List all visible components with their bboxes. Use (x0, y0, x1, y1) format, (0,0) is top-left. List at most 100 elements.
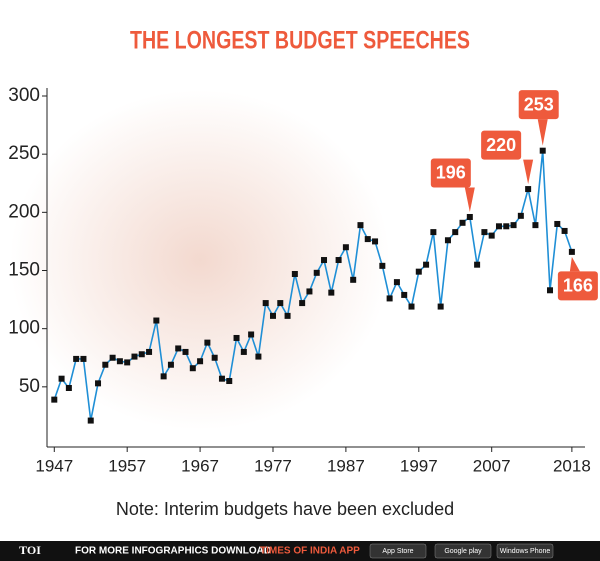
point (58, 375, 65, 382)
point (444, 237, 451, 244)
point (415, 268, 422, 275)
point (568, 248, 575, 255)
point (408, 303, 415, 310)
point (65, 384, 72, 391)
point (561, 227, 568, 234)
point (466, 213, 473, 220)
point (226, 378, 233, 385)
point (503, 223, 510, 230)
point (284, 312, 291, 319)
point (138, 351, 145, 358)
point (342, 244, 349, 251)
point (474, 261, 481, 268)
point (539, 147, 546, 154)
point (248, 331, 255, 338)
background-art (10, 90, 390, 430)
point (197, 358, 204, 365)
store-badge (496, 543, 554, 559)
point (372, 238, 379, 245)
point (175, 345, 182, 352)
callout-box (557, 271, 598, 301)
point (73, 355, 80, 362)
x-tick-label: 1957 (108, 456, 146, 475)
store-badge-label: Windows Phone (500, 548, 551, 555)
x-tick-label: 1997 (400, 456, 438, 475)
point (495, 223, 502, 230)
point (306, 288, 313, 295)
point (386, 295, 393, 302)
x-tick-label: 1967 (181, 456, 219, 475)
point (182, 348, 189, 355)
callout-pointer (464, 187, 475, 212)
point (510, 222, 517, 229)
footer-brand: TOI (19, 543, 41, 557)
point (211, 354, 218, 361)
point (379, 262, 386, 269)
point (233, 334, 240, 341)
data-label: 166 (563, 276, 593, 296)
chart-title: THE LONGEST BUDGET SPEECHES (130, 27, 470, 55)
point (459, 219, 466, 226)
point (269, 312, 276, 319)
callout: 196 (430, 158, 475, 212)
callout-box (430, 158, 471, 188)
point (131, 353, 138, 360)
point (124, 359, 131, 366)
point (240, 348, 247, 355)
y-tick-label: 100 (8, 318, 40, 339)
data-label: 253 (524, 94, 554, 114)
point (87, 417, 94, 424)
point (299, 300, 306, 307)
point (547, 287, 554, 294)
point (328, 289, 335, 296)
x-tick-label: 2018 (553, 456, 591, 475)
store-badge-label: Google play (444, 548, 482, 555)
point (160, 373, 167, 380)
point (554, 220, 561, 227)
callout: 253 (518, 90, 559, 146)
point (291, 270, 298, 277)
data-label: 220 (486, 135, 516, 155)
callout-pointer (537, 119, 548, 146)
x-tick-label: 1977 (254, 456, 292, 475)
point (218, 375, 225, 382)
point (80, 355, 87, 362)
y-tick-label: 300 (8, 85, 40, 106)
y-tick-label: 50 (19, 376, 40, 397)
callout-pointer (523, 159, 534, 185)
point (116, 358, 123, 365)
point (437, 303, 444, 310)
point (401, 291, 408, 298)
callout: 166 (557, 256, 598, 301)
point (321, 257, 328, 264)
point (393, 279, 400, 286)
x-tick-label: 1947 (35, 456, 73, 475)
point (109, 354, 116, 361)
point (153, 317, 160, 324)
callout-box (518, 90, 559, 120)
point (452, 229, 459, 236)
point (430, 229, 437, 236)
point (262, 300, 269, 307)
point (313, 269, 320, 276)
y-tick-label: 150 (8, 260, 40, 281)
store-badge (434, 543, 492, 559)
point (532, 222, 539, 229)
point (255, 353, 262, 360)
point (335, 257, 342, 264)
point (481, 229, 488, 236)
point (357, 222, 364, 229)
point (517, 212, 524, 219)
point (423, 261, 430, 268)
callout: 220 (481, 130, 534, 185)
data-label: 196 (436, 163, 466, 183)
callout-box (481, 130, 522, 160)
callout-pointer (569, 256, 580, 272)
y-tick-label: 250 (8, 143, 40, 164)
note: Note: Interim budgets have been excluded (116, 499, 454, 519)
point (204, 339, 211, 346)
point (95, 380, 102, 387)
point (350, 276, 357, 283)
footer-text: FOR MORE INFOGRAPHICS DOWNLOAD (75, 546, 271, 557)
